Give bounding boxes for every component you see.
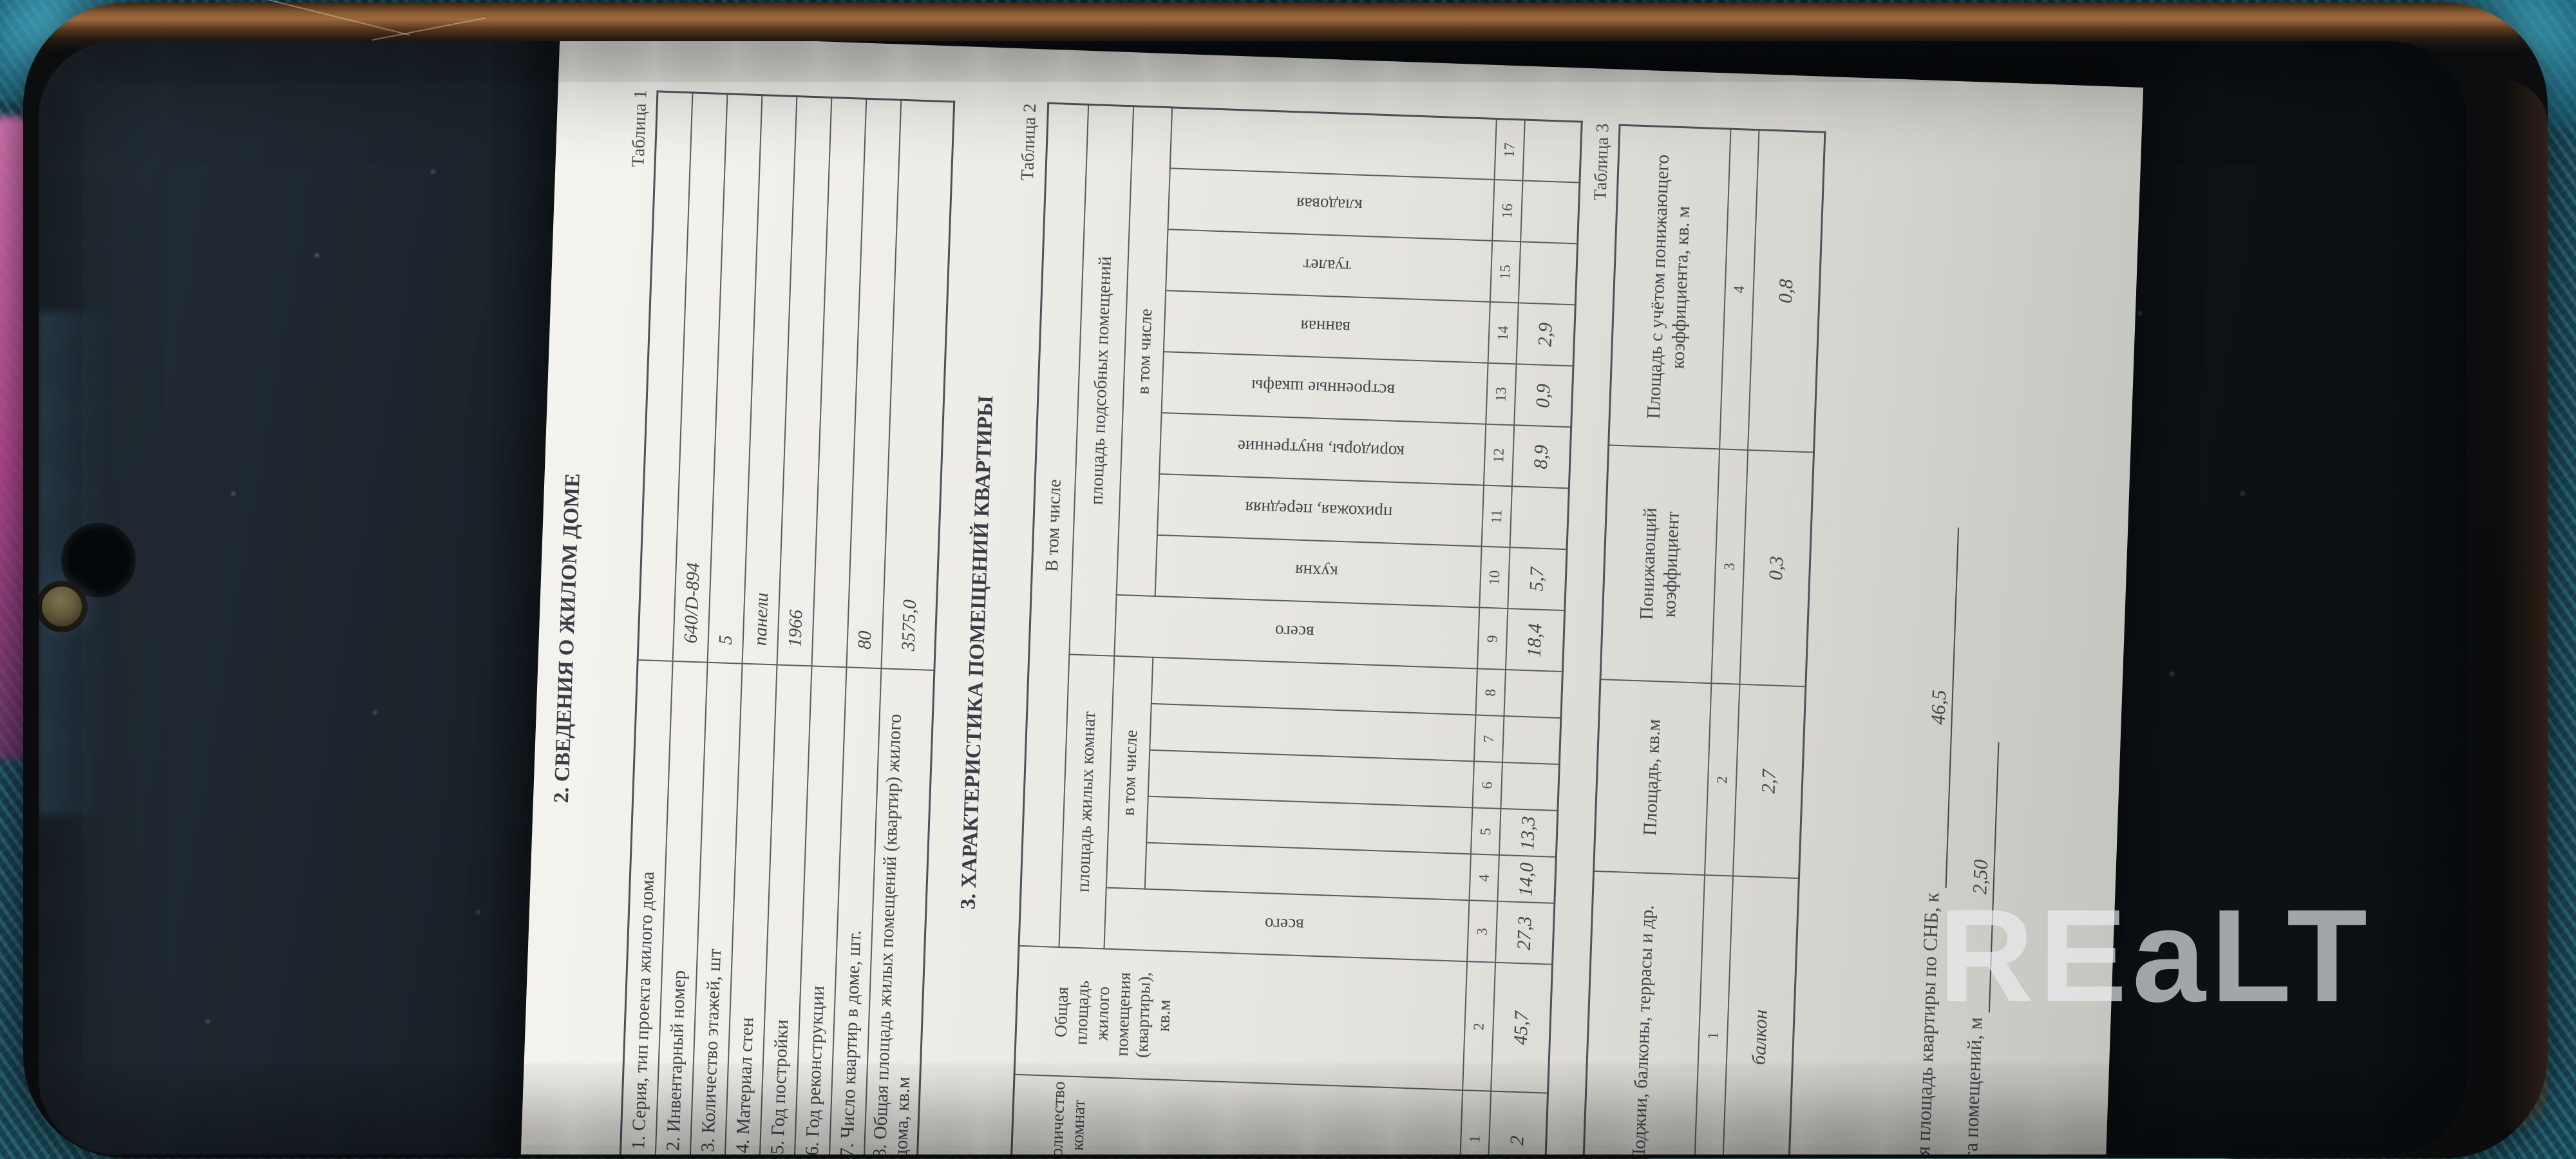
t3-val-area: 2,7 <box>1732 684 1806 879</box>
col-num: 15 <box>1490 241 1521 303</box>
section2-title: 2. СВЕДЕНИЯ О ЖИЛОМ ДОМЕ <box>549 473 585 804</box>
t2-val-closets: 0,9 <box>1514 364 1573 428</box>
t3-col-coefficient: Понижающий коэффициент <box>1600 444 1720 684</box>
col-num: 9 <box>1477 608 1508 670</box>
t2-sub-corridors: коридоры, внутренние <box>1159 413 1486 486</box>
t2-val-kitchen: 5,7 <box>1508 547 1567 611</box>
realt-watermark: REaLT <box>1938 882 2373 1030</box>
col-num: 14 <box>1488 302 1519 364</box>
t2-val-corridors: 8,9 <box>1511 425 1571 489</box>
t2-val-aux-total: 18,4 <box>1505 608 1565 672</box>
ceiling-height-label: Высота помещений, м <box>1957 1016 1987 1154</box>
phone-screen: 2. СВЕДЕНИЯ О ЖИЛОМ ДОМЕ Таблица 1 1. Се… <box>39 41 2467 1154</box>
t3-val-type: балкон <box>1721 876 1799 1154</box>
t2-val-total: 45,7 <box>1491 963 1553 1094</box>
col-num: 17 <box>1494 118 1525 181</box>
t2-val-rooms: 2 <box>1487 1091 1548 1154</box>
empty-cell <box>1510 486 1569 550</box>
col-num: 7 <box>1473 715 1504 763</box>
t3-val-coefficient: 0,3 <box>1739 449 1814 687</box>
t2-val-living-total: 27,3 <box>1495 901 1555 965</box>
t2-col-total-area: Общая площадь жилого помещения (квартиры… <box>1014 946 1468 1091</box>
col-num: 16 <box>1492 180 1523 242</box>
apartment-areas-table: Количество комнат Общая площадь жилого п… <box>1010 102 1583 1154</box>
col-num: 13 <box>1486 363 1517 426</box>
balconies-table: Лоджии, балконы, террасы и др. Площадь, … <box>1581 124 1826 1154</box>
dust-specks <box>39 41 42 44</box>
smartphone: 2. СВЕДЕНИЯ О ЖИЛОМ ДОМЕ Таблица 1 1. Се… <box>23 0 2548 1158</box>
t2-sub-other <box>1170 107 1497 180</box>
t3-col-area: Площадь, кв.м <box>1593 679 1712 876</box>
t2-sub-builtin-closets: встроенные шкафы <box>1161 352 1488 425</box>
col-num: 10 <box>1479 547 1510 609</box>
t2-sub-kitchen: кухня <box>1155 535 1482 608</box>
document-page: 2. СВЕДЕНИЯ О ЖИЛОМ ДОМЕ Таблица 1 1. Се… <box>518 41 2144 1154</box>
col-num: 11 <box>1481 485 1512 548</box>
t2-val-bathroom: 2,9 <box>1516 303 1576 366</box>
col-num: 2 <box>1463 961 1496 1092</box>
col-num: 4 <box>1469 854 1499 902</box>
t2-sub-bathroom: ванная <box>1163 290 1490 364</box>
col-num: 6 <box>1472 761 1502 809</box>
empty-cell <box>1502 716 1561 765</box>
t2-sub-hallway: прихожая, передняя <box>1157 474 1484 547</box>
t3-val-reduced: 0,8 <box>1748 129 1825 453</box>
col-num: 1 <box>1459 1090 1492 1154</box>
empty-cell <box>1504 670 1563 719</box>
t3-col-loggias: Лоджии, балконы, террасы и др. <box>1582 871 1705 1154</box>
empty-cell <box>1501 762 1560 811</box>
t2-val-room1: 14,0 <box>1497 855 1557 904</box>
building-info-table: 1. Серия, тип проекта жилого дома 2. Инв… <box>619 90 956 1154</box>
t2-val-room2: 13,3 <box>1499 809 1558 858</box>
total-area-snb-value: 46,5 <box>1920 527 1960 889</box>
front-camera-punch-hole <box>39 581 88 632</box>
col-num: 3 <box>1467 900 1498 963</box>
t2-sub-toilet: туалет <box>1166 229 1493 303</box>
t2-sub-storage: кладовая <box>1168 168 1495 241</box>
t2-living-total: всего <box>1104 888 1470 962</box>
empty-cell <box>1520 180 1580 244</box>
col-num: 8 <box>1475 668 1506 717</box>
empty-cell <box>1518 241 1578 305</box>
col-num: 5 <box>1470 807 1501 856</box>
screen-crack <box>247 0 410 36</box>
empty-cell <box>1522 120 1582 184</box>
t3-col-reduced-area: Площадь с учётом понижающего коэффициент… <box>1608 125 1731 449</box>
col-num: 12 <box>1483 424 1515 487</box>
